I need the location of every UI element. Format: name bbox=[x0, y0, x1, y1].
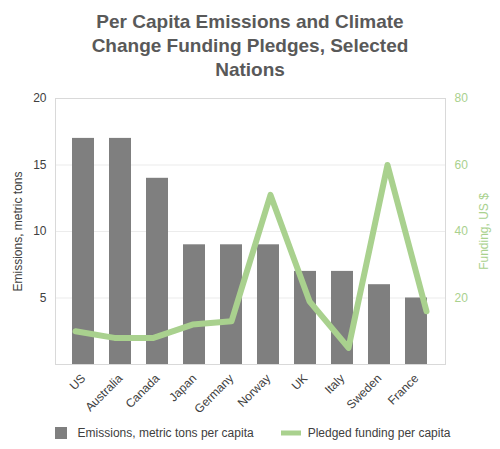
svg-text:Funding, US $: Funding, US $ bbox=[477, 193, 491, 270]
svg-text:France: France bbox=[385, 371, 422, 408]
svg-text:Italy: Italy bbox=[322, 371, 347, 396]
svg-text:Australia: Australia bbox=[82, 371, 125, 414]
svg-text:10: 10 bbox=[33, 224, 47, 238]
svg-text:80: 80 bbox=[455, 91, 469, 105]
svg-text:Norway: Norway bbox=[235, 371, 274, 410]
html-text:Per Capita Emissions and Clima: Per Capita Emissions and Climate Change … bbox=[91, 11, 409, 80]
svg-text:40: 40 bbox=[455, 224, 469, 238]
svg-text:Sweden: Sweden bbox=[344, 371, 385, 412]
svg-text:20: 20 bbox=[455, 291, 469, 305]
html-text:Pledged funding per capita: Pledged funding per capita bbox=[307, 426, 451, 440]
svg-text:Canada: Canada bbox=[123, 371, 163, 411]
svg-text:US: US bbox=[67, 371, 89, 393]
svg-text:Japan: Japan bbox=[166, 371, 199, 404]
html-text:Emissions, metric tons per cap: Emissions, metric tons per capita bbox=[77, 426, 254, 440]
svg-text:20: 20 bbox=[33, 91, 47, 105]
svg-text:UK: UK bbox=[289, 371, 311, 393]
svg-text:15: 15 bbox=[33, 158, 47, 172]
svg-text:60: 60 bbox=[455, 158, 469, 172]
svg-text:Emissions, metric tons: Emissions, metric tons bbox=[11, 171, 25, 291]
svg-text:Germany: Germany bbox=[192, 371, 237, 416]
svg-text:5: 5 bbox=[40, 291, 47, 305]
